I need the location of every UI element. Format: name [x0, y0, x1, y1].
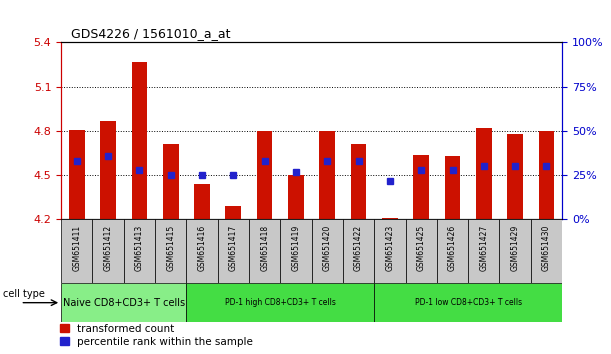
Bar [468, 219, 500, 283]
Bar [69, 130, 84, 219]
Text: Naive CD8+CD3+ T cells: Naive CD8+CD3+ T cells [63, 298, 185, 308]
Bar [500, 219, 531, 283]
Text: GSM651420: GSM651420 [323, 224, 332, 271]
Bar [123, 219, 155, 283]
Text: GSM651415: GSM651415 [166, 224, 175, 271]
Text: GDS4226 / 1561010_a_at: GDS4226 / 1561010_a_at [71, 27, 230, 40]
Text: GSM651416: GSM651416 [197, 224, 207, 271]
Bar [225, 206, 241, 219]
Bar [343, 219, 375, 283]
Bar [249, 219, 280, 283]
Bar [61, 283, 186, 322]
Bar [445, 156, 460, 219]
Bar [288, 175, 304, 219]
Text: GSM651423: GSM651423 [386, 224, 394, 271]
Text: GSM651427: GSM651427 [480, 224, 488, 271]
Bar [61, 219, 92, 283]
Text: GSM651418: GSM651418 [260, 224, 269, 271]
Bar [531, 219, 562, 283]
Text: GSM651430: GSM651430 [542, 224, 551, 271]
Bar [131, 62, 147, 219]
Bar [382, 218, 398, 219]
Legend: transformed count, percentile rank within the sample: transformed count, percentile rank withi… [60, 324, 253, 347]
Text: GSM651412: GSM651412 [104, 224, 112, 271]
Text: GSM651422: GSM651422 [354, 224, 363, 271]
Bar [100, 121, 116, 219]
Bar [539, 131, 554, 219]
Text: GSM651429: GSM651429 [511, 224, 519, 271]
Text: GSM651417: GSM651417 [229, 224, 238, 271]
Bar [351, 144, 367, 219]
Bar [218, 219, 249, 283]
Bar [406, 219, 437, 283]
Text: GSM651413: GSM651413 [135, 224, 144, 271]
Text: cell type: cell type [3, 289, 45, 299]
Text: GSM651426: GSM651426 [448, 224, 457, 271]
Text: GSM651419: GSM651419 [291, 224, 301, 271]
Bar [186, 219, 218, 283]
Bar [476, 128, 492, 219]
Bar [320, 131, 335, 219]
Bar [194, 184, 210, 219]
Bar [163, 144, 178, 219]
Bar [507, 134, 523, 219]
Text: GSM651425: GSM651425 [417, 224, 426, 271]
Bar [437, 219, 468, 283]
Text: PD-1 high CD8+CD3+ T cells: PD-1 high CD8+CD3+ T cells [225, 298, 335, 307]
Bar [280, 219, 312, 283]
Bar [186, 283, 374, 322]
Bar [257, 131, 273, 219]
Bar [312, 219, 343, 283]
Text: GSM651411: GSM651411 [72, 224, 81, 271]
Text: PD-1 low CD8+CD3+ T cells: PD-1 low CD8+CD3+ T cells [415, 298, 522, 307]
Bar [374, 283, 562, 322]
Bar [374, 219, 406, 283]
Bar [414, 155, 429, 219]
Bar [92, 219, 123, 283]
Bar [155, 219, 186, 283]
